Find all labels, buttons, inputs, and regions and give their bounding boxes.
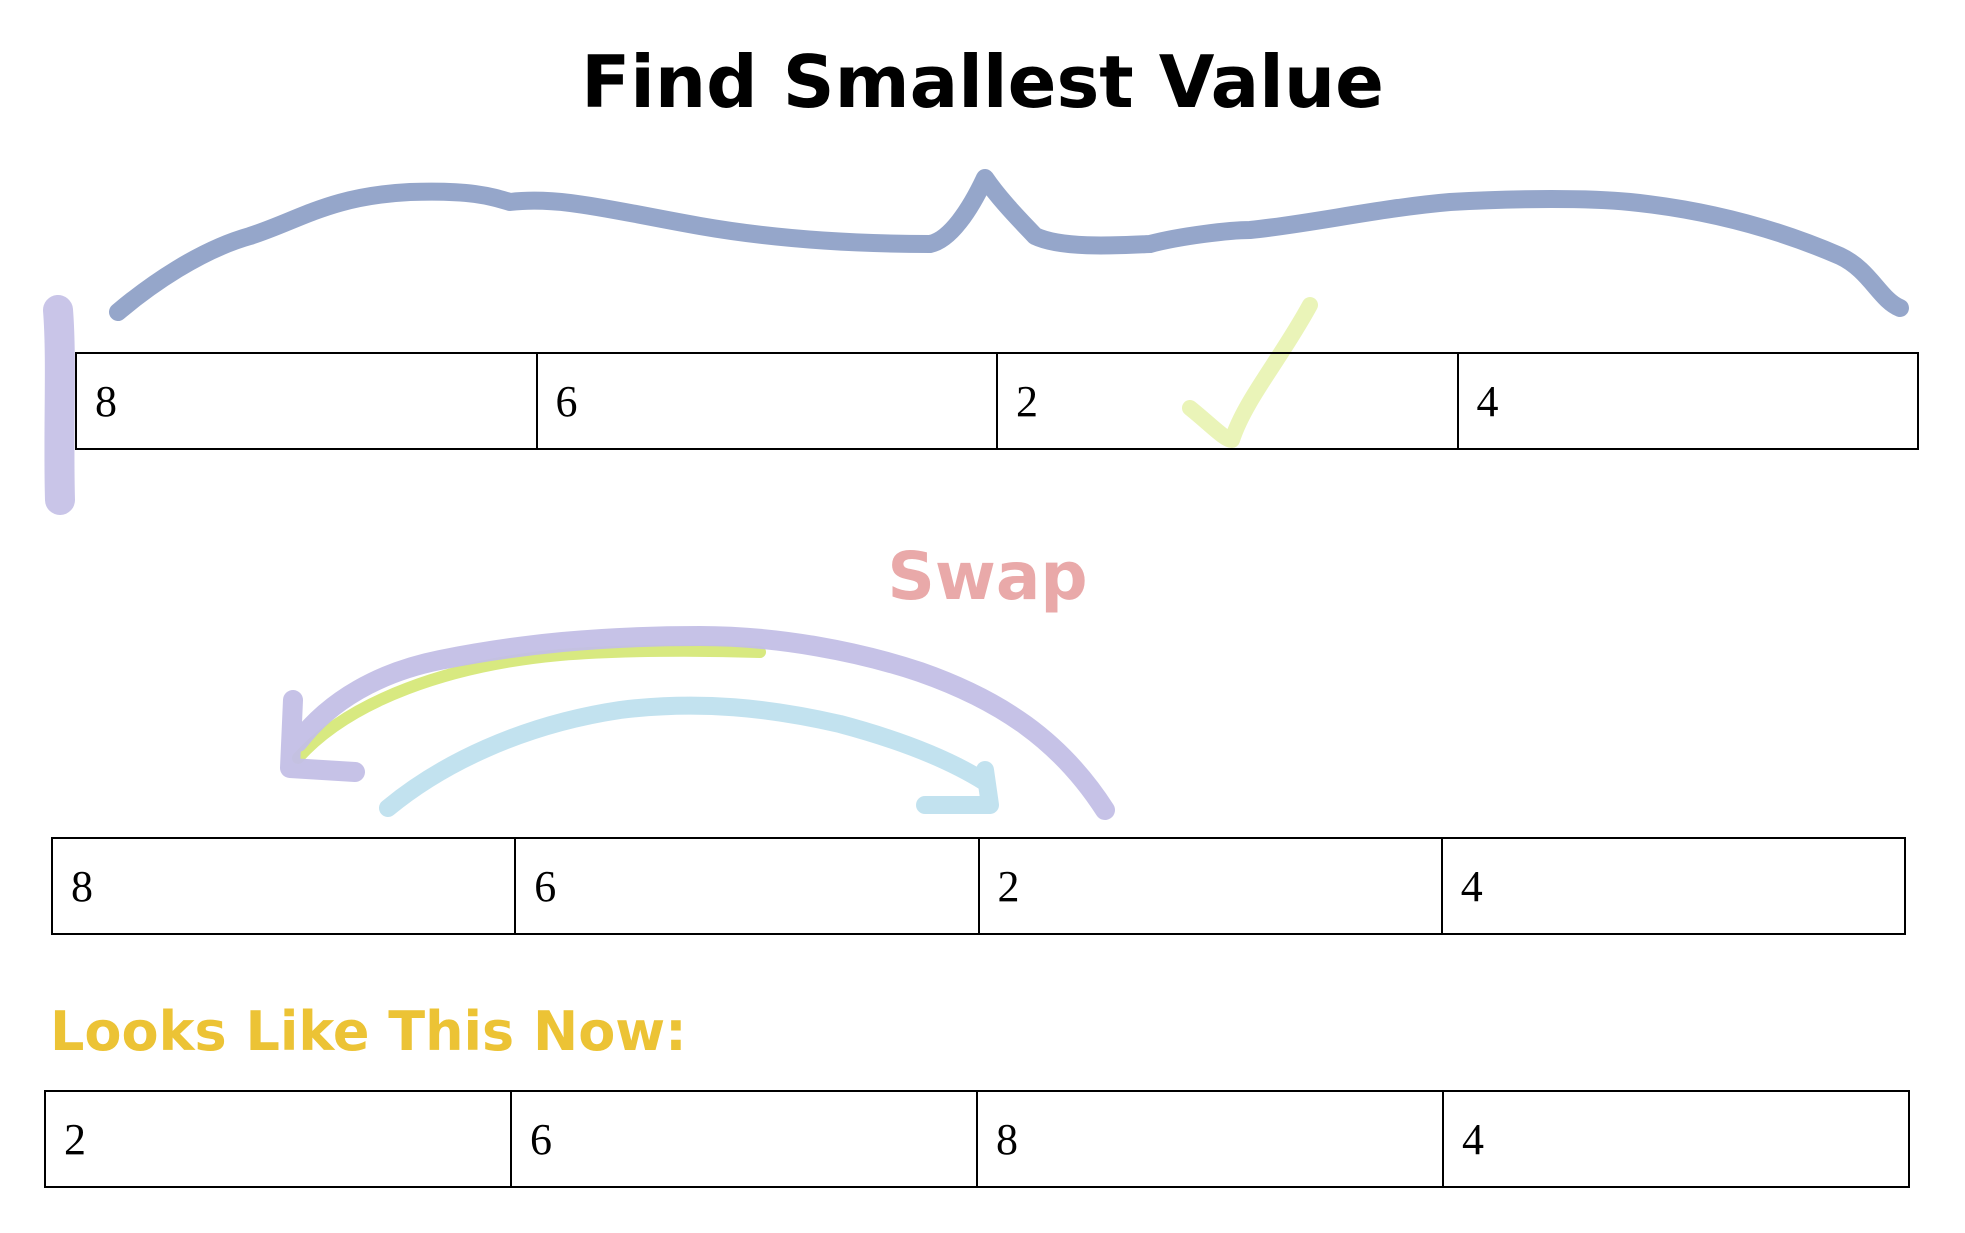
array-cell: 6 [538, 354, 998, 448]
array-cell: 6 [516, 839, 980, 933]
check-mark-icon [1182, 297, 1318, 448]
array-cell: 8 [53, 839, 517, 933]
array-cell: 4 [1462, 1115, 1484, 1164]
array-row-swap: 8 6 2 4 [51, 837, 1906, 935]
array-cell: 6 [512, 1092, 978, 1186]
result-label: Looks Like This Now: [50, 1000, 687, 1063]
arrow-right-icon [379, 696, 999, 817]
array-cell: 8 [978, 1092, 1444, 1186]
array-cell: 8 [77, 354, 538, 448]
arrow-left-under-stroke [292, 644, 766, 764]
array-cell: 4 [1476, 377, 1499, 426]
array-row-find: 8 6 2 4 [75, 352, 1919, 450]
brace-stroke [109, 169, 1909, 321]
array-cell: 4 [1460, 862, 1483, 911]
array-cell: 2 [46, 1092, 512, 1186]
array-cell: 2 [998, 354, 1459, 448]
array-row-result: 2 6 8 4 [44, 1090, 1910, 1188]
page-title: Find Smallest Value [581, 40, 1384, 124]
swap-label: Swap [887, 538, 1088, 615]
start-marker-stroke [43, 295, 75, 515]
array-cell: 2 [980, 839, 1443, 933]
arrow-left-icon [280, 626, 1115, 820]
